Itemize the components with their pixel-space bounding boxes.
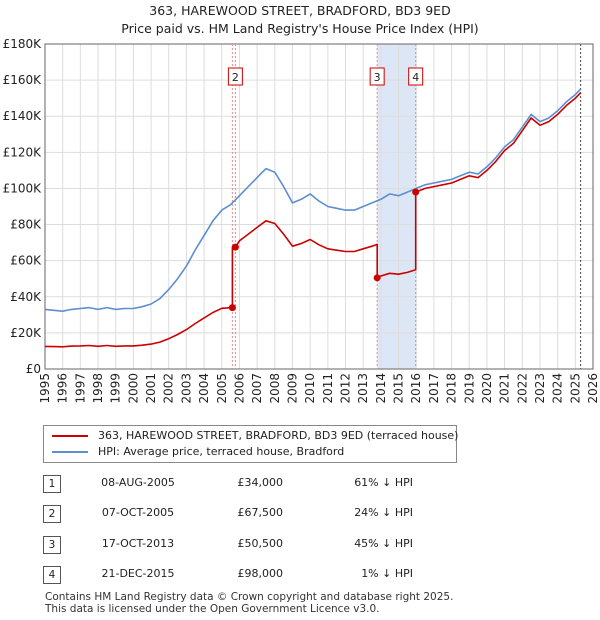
x-tick-label: 2006: [232, 373, 246, 404]
transaction-date: 08-AUG-2005: [101, 476, 175, 489]
transaction-price: £34,000: [237, 476, 284, 489]
x-tick-label: 2016: [409, 373, 423, 404]
x-tick-label: 2005: [215, 373, 229, 404]
transaction-number: 1: [43, 475, 61, 493]
legend-label-price: 363, HAREWOOD STREET, BRADFORD, BD3 9ED …: [98, 429, 459, 442]
x-tick-label: 2020: [480, 373, 494, 404]
x-tick-label: 2024: [551, 373, 565, 404]
transaction-date: 21-DEC-2015: [101, 567, 175, 580]
x-tick-label: 2026: [586, 373, 600, 404]
y-tick-label: £160K: [3, 73, 43, 87]
x-tick-label: 2011: [321, 373, 335, 404]
y-tick-label: £100K: [3, 181, 43, 195]
plot-frame: [44, 43, 594, 370]
x-tick-label: 2012: [339, 373, 353, 404]
y-tick-label: £0: [26, 362, 41, 376]
sale-point: [228, 304, 236, 312]
sale-point: [412, 188, 420, 196]
x-tick-label: 2009: [285, 373, 299, 404]
x-tick-label: 2010: [303, 373, 317, 404]
transaction-date: 07-OCT-2005: [101, 506, 175, 519]
x-tick-label: 2015: [392, 373, 406, 404]
transaction-hpi: 1% ↓ HPI: [361, 567, 413, 580]
y-tick-label: £120K: [3, 145, 43, 159]
y-tick-label: £80K: [10, 218, 42, 232]
x-tick-label: 2017: [427, 373, 441, 404]
x-tick-label: 2008: [268, 373, 282, 404]
sale-marker-label: 2: [232, 71, 239, 84]
x-tick-label: 2014: [374, 373, 388, 404]
x-tick-label: 2001: [144, 373, 158, 404]
legend-label-hpi: HPI: Average price, terraced house, Brad…: [98, 445, 345, 458]
highlight-band: [377, 44, 416, 369]
x-tick-label: 1997: [73, 373, 87, 404]
transaction-date: 17-OCT-2013: [101, 537, 175, 550]
transaction-number: 2: [43, 505, 61, 523]
sale-marker-label: 3: [374, 71, 381, 84]
x-tick-label: 1998: [91, 373, 105, 404]
title-line-1: 363, HAREWOOD STREET, BRADFORD, BD3 9ED: [149, 3, 451, 18]
x-tick-label: 2023: [533, 373, 547, 404]
x-tick-label: 2019: [462, 373, 476, 404]
x-tick-label: 2022: [515, 373, 529, 404]
y-tick-label: £60K: [10, 254, 42, 268]
x-tick-label: 2018: [445, 373, 459, 404]
table-row: 1 08-AUG-2005 £34,000 61% ↓ HPI: [43, 475, 463, 493]
transaction-price: £50,500: [237, 537, 284, 550]
y-tick-label: £140K: [3, 109, 43, 123]
x-tick-label: 2004: [197, 373, 211, 404]
transaction-hpi: 24% ↓ HPI: [354, 506, 413, 519]
x-tick-label: 1999: [109, 373, 123, 404]
price-chart: 2 3 4 £0 £20K £40K £60K £80K £100K £120K £140K £160…: [3, 37, 600, 404]
sale-marker-box: [227, 67, 243, 86]
footer-licence: This data is licensed under the Open Gov…: [45, 603, 380, 615]
y-tick-label: £40K: [10, 290, 42, 304]
y-tick-label: £180K: [3, 37, 43, 51]
x-tick-label: 1996: [56, 373, 70, 404]
footer-copyright: Contains HM Land Registry data © Crown c…: [45, 591, 454, 603]
footer: Contains HM Land Registry data © Crown c…: [45, 591, 453, 615]
legend-swatch-hpi: [52, 451, 88, 453]
table-row: 4 21-DEC-2015 £98,000 1% ↓ HPI: [43, 566, 463, 584]
sale-marker-box: [408, 67, 424, 86]
x-tick-label: 2002: [162, 373, 176, 404]
sale-marker-box: [369, 67, 385, 86]
transaction-price: £98,000: [237, 567, 284, 580]
x-tick-label: 2021: [498, 373, 512, 404]
transaction-hpi: 61% ↓ HPI: [354, 476, 413, 489]
price-line: [44, 92, 582, 348]
sale-point: [231, 243, 239, 251]
table-row: 2 07-OCT-2005 £67,500 24% ↓ HPI: [43, 505, 463, 523]
table-row: 3 17-OCT-2013 £50,500 45% ↓ HPI: [43, 536, 463, 554]
x-tick-label: 2007: [250, 373, 264, 404]
x-tick-label: 2013: [356, 373, 370, 404]
legend: 363, HAREWOOD STREET, BRADFORD, BD3 9ED …: [43, 425, 459, 463]
x-tick-label: 2000: [126, 373, 140, 404]
hpi-line: [44, 88, 582, 313]
y-tick-label: £20K: [10, 326, 42, 340]
transaction-number: 4: [43, 566, 61, 584]
legend-swatch-price: [52, 435, 88, 437]
title-line-2: Price paid vs. HM Land Registry's House …: [121, 21, 479, 36]
transaction-price: £67,500: [237, 506, 284, 519]
x-tick-label: 2025: [568, 373, 582, 404]
x-tick-label: 1995: [38, 373, 52, 404]
transaction-number: 3: [43, 536, 61, 554]
x-tick-label: 2003: [179, 373, 193, 404]
sale-marker-label: 4: [412, 71, 419, 84]
transaction-hpi: 45% ↓ HPI: [354, 537, 413, 550]
sale-point: [373, 274, 381, 282]
chart-title: 363, HAREWOOD STREET, BRADFORD, BD3 9ED …: [0, 2, 600, 38]
